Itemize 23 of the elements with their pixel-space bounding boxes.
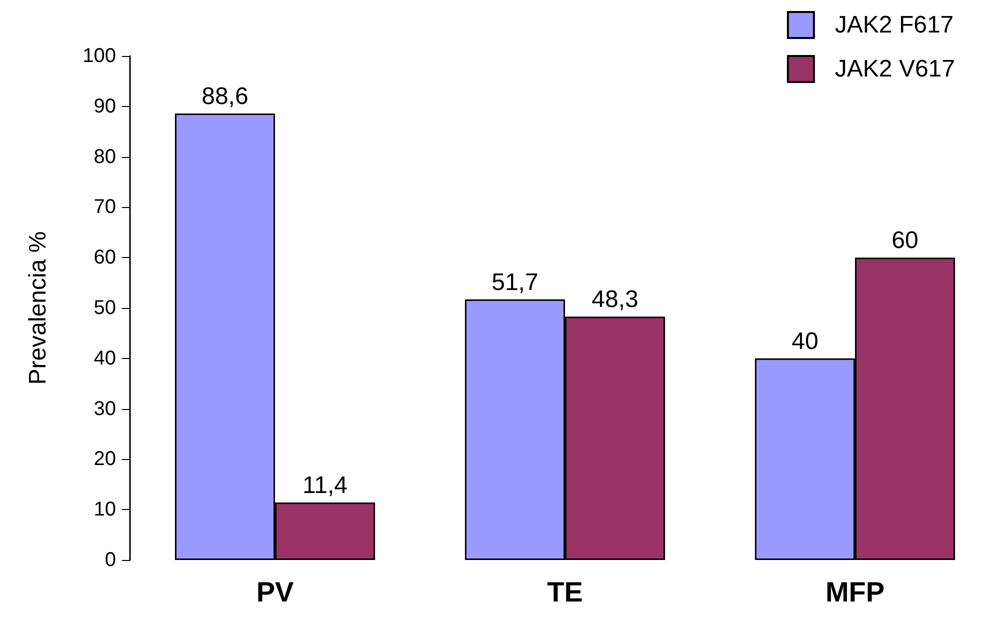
legend-label: JAK2 V617	[834, 56, 956, 82]
y-tick-label: 20	[94, 448, 116, 470]
y-tick-label: 90	[94, 95, 116, 118]
y-tick-label: 10	[94, 498, 116, 521]
data-label: 40	[792, 328, 818, 355]
data-label: 11,4	[302, 472, 348, 500]
y-tick-label: 80	[94, 146, 116, 168]
y-tick-label: 70	[94, 196, 116, 218]
data-label: 88,6	[202, 82, 248, 110]
y-tick-label: 50	[94, 297, 116, 319]
y-tick-label: 30	[94, 398, 116, 420]
data-label: 51,7	[492, 268, 538, 296]
y-tick-label: 60	[94, 246, 116, 269]
data-label: 48,3	[592, 286, 638, 314]
y-tick-label: 0	[104, 549, 116, 571]
y-tick-label: 40	[94, 347, 116, 370]
y-axis-title: Prevalencia %	[24, 231, 52, 385]
x-tick-label: MFP	[825, 576, 885, 608]
data-label: 60	[892, 227, 918, 254]
legend-label: JAK2 F617	[834, 12, 954, 38]
x-tick-label: PV	[256, 576, 294, 608]
x-tick-label: TE	[547, 576, 583, 608]
y-tick-label: 100	[82, 45, 116, 67]
